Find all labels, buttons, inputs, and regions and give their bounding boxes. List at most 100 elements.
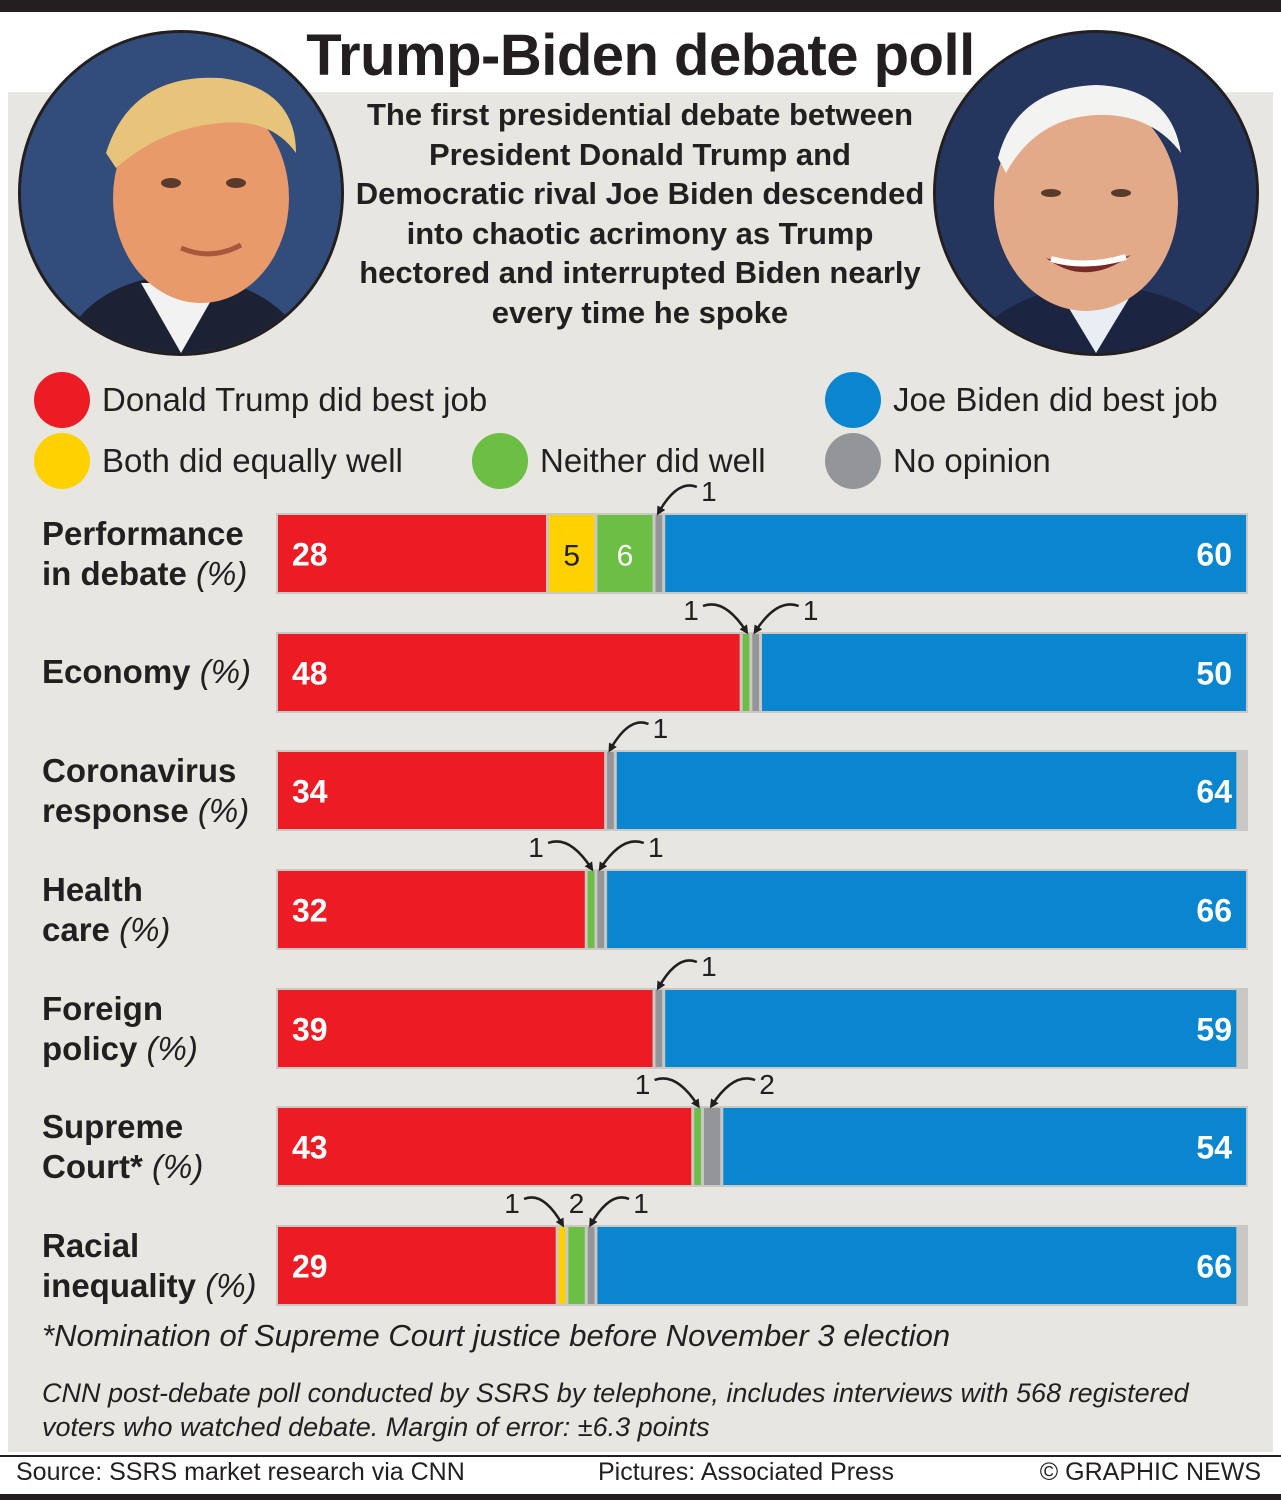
footnote: *Nomination of Supreme Court justice bef… <box>42 1318 951 1353</box>
bar-segment-neither <box>587 871 595 948</box>
legend-trump: Donald Trump did best job <box>34 372 487 428</box>
legend-biden: Joe Biden did best job <box>825 372 1218 428</box>
bar-segment-both <box>558 1227 566 1304</box>
callout-arrow-both <box>523 1196 565 1228</box>
callout-arrow-no-opinion <box>709 1077 756 1109</box>
callout-arrow-no-opinion <box>656 959 698 991</box>
biden-photo-icon <box>936 33 1256 353</box>
bar-segment-biden <box>607 871 1246 948</box>
source-credit: Source: SSRS market research via CNN <box>16 1458 465 1486</box>
callout-label-neither: 2 <box>569 1188 585 1219</box>
legend-label-no-opinion: No opinion <box>893 442 1051 479</box>
page-title: Trump-Biden debate poll <box>306 23 975 88</box>
data-label-trump: 43 <box>292 1130 328 1166</box>
row-label-performance: Performance in debate (%) <box>42 515 248 592</box>
callout-arrow-neither <box>654 1077 700 1109</box>
legend-label-biden: Joe Biden did best job <box>893 381 1218 418</box>
bar-segment-neither <box>568 1227 585 1304</box>
data-label-trump: 39 <box>292 1012 328 1048</box>
intro-text: The first presidential debate between Pr… <box>355 97 925 330</box>
bar-segment-biden <box>723 1108 1246 1185</box>
row-label-economy: Economy (%) <box>42 653 252 690</box>
bar-segment-biden <box>597 1227 1237 1304</box>
callout-label-neither: 1 <box>683 595 699 626</box>
callout-label-no-opinion: 1 <box>701 951 717 982</box>
copyright-credit: © GRAPHIC NEWS <box>1039 1458 1261 1486</box>
legend-label-trump: Donald Trump did best job <box>102 381 488 418</box>
bar-segment-both <box>549 515 595 592</box>
data-label-biden: 64 <box>1196 774 1232 810</box>
trump-portrait <box>18 30 344 356</box>
data-label-biden: 66 <box>1196 1249 1232 1285</box>
bar-segment-biden <box>616 752 1237 829</box>
row-label-foreign-policy: Foreign policy (%) <box>42 990 198 1067</box>
footer-divider <box>0 1455 1281 1457</box>
callout-label-no-opinion: 1 <box>633 1188 649 1219</box>
callout-arrow-no-opinion <box>589 1196 630 1228</box>
bar-segment-trump <box>278 990 653 1067</box>
biden-portrait <box>933 30 1259 356</box>
bar-segment-trump <box>278 634 740 711</box>
legend-no-opinion: No opinion <box>825 433 1051 489</box>
row-label-racial-inequality: Racial inequality (%) <box>42 1227 257 1304</box>
legend-swatch-neither-icon <box>472 433 528 489</box>
bar-segment-no-opinion <box>655 515 663 592</box>
callout-label-no-opinion: 1 <box>648 832 664 863</box>
data-label-trump: 48 <box>292 656 328 692</box>
trump-photo-icon <box>21 33 341 353</box>
bar-segment-neither <box>742 634 750 711</box>
callout-label-no-opinion: 2 <box>759 1069 775 1100</box>
legend-swatch-both-icon <box>34 433 90 489</box>
bar-segment-no-opinion <box>597 871 605 948</box>
row-label-health-care: Health care (%) <box>42 871 171 948</box>
callout-label-neither: 1 <box>528 832 544 863</box>
data-label-biden: 59 <box>1196 1012 1232 1048</box>
bar-segment-no-opinion <box>703 1108 721 1185</box>
data-label-biden: 54 <box>1196 1130 1232 1166</box>
callout-label-no-opinion: 1 <box>803 595 819 626</box>
row-label-coronavirus: Coronavirus response (%) <box>42 752 250 829</box>
bar-segment-trump <box>278 515 547 592</box>
bar-segment-biden <box>762 634 1246 711</box>
bar-segment-biden <box>665 990 1237 1067</box>
bar-segment-no-opinion <box>655 990 663 1067</box>
bar-segment-no-opinion <box>607 752 614 829</box>
callout-arrow-neither <box>547 840 594 872</box>
data-label-both: 5 <box>563 540 580 573</box>
bar-segment-trump <box>278 1108 692 1185</box>
legend-label-neither: Neither did well <box>540 442 766 479</box>
pictures-credit: Pictures: Associated Press <box>598 1458 894 1486</box>
callout-label-both: 1 <box>504 1188 520 1219</box>
methodology-note: CNN post-debate poll conducted by SSRS b… <box>42 1378 1189 1442</box>
bar-segment-trump <box>278 752 605 829</box>
callout-label-no-opinion: 1 <box>653 713 669 744</box>
bar-segment-neither <box>694 1108 701 1185</box>
legend-swatch-biden-icon <box>825 372 881 428</box>
data-label-trump: 34 <box>292 774 328 810</box>
legend-label-both: Both did equally well <box>102 442 403 479</box>
bottom-bar <box>0 1494 1281 1500</box>
data-label-biden: 60 <box>1196 537 1232 573</box>
callout-label-no-opinion: 1 <box>701 476 717 507</box>
callout-arrow-no-opinion <box>608 721 649 753</box>
callout-arrow-no-opinion <box>656 484 698 516</box>
callout-arrow-neither <box>702 603 749 635</box>
legend-swatch-trump-icon <box>34 372 90 428</box>
legend-neither: Neither did well <box>472 433 766 489</box>
bar-segment-neither <box>597 515 653 592</box>
bar-segment-no-opinion <box>752 634 759 711</box>
data-label-biden: 50 <box>1196 656 1232 692</box>
bar-segment-trump <box>278 1227 556 1304</box>
callout-label-neither: 1 <box>635 1069 651 1100</box>
callout-arrow-no-opinion <box>598 840 645 872</box>
top-bar <box>0 0 1281 12</box>
row-label-supreme-court: Supreme Court* (%) <box>42 1108 204 1185</box>
callout-arrow-no-opinion <box>753 603 800 635</box>
bar-segment-no-opinion <box>587 1227 595 1304</box>
data-label-trump: 28 <box>292 537 328 573</box>
legend-both: Both did equally well <box>34 433 403 489</box>
data-label-trump: 32 <box>292 893 328 929</box>
bar-segment-trump <box>278 871 585 948</box>
legend-swatch-no-opinion-icon <box>825 433 881 489</box>
